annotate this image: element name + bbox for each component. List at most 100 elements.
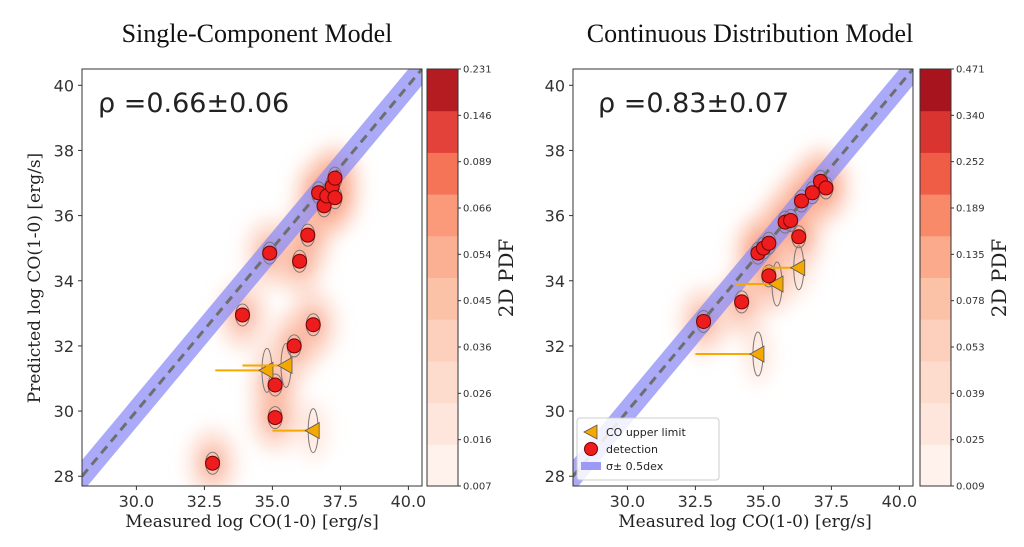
detection-point (305, 317, 321, 333)
colorbar-tick-label: 0.025 (956, 435, 985, 446)
detection-point (205, 455, 221, 471)
x-tick-label: 35.0 (255, 492, 291, 511)
legend-band-swatch (581, 462, 601, 470)
left-plot-frame (81, 68, 423, 487)
detection-point (327, 170, 343, 186)
y-tick-label: 30 (545, 402, 565, 421)
colorbar-segment (920, 194, 951, 237)
detection-point (234, 307, 250, 323)
one-to-one-line (82, 69, 422, 478)
y-tick-label: 40 (545, 76, 565, 95)
legend-detection-marker (584, 442, 598, 456)
colorbar-tick-label: 0.053 (956, 343, 985, 354)
detection-point (696, 313, 712, 329)
y-tick-label: 28 (54, 467, 74, 486)
right-chart-title: Continuous Distribution Model (587, 19, 913, 48)
colorbar-frame (426, 68, 459, 487)
detection-point (267, 410, 283, 426)
detection-point (761, 235, 777, 251)
colorbar-segment (920, 69, 951, 112)
detection-point (300, 227, 316, 243)
left-chart-title: Single-Component Model (122, 19, 393, 48)
colorbar-segment (920, 152, 951, 195)
colorbar-segment (427, 444, 458, 487)
upper-limit-point (736, 275, 784, 293)
left-correlation-annotation: ρ =0.66±0.06 (98, 88, 289, 119)
x-tick-label: 40.0 (882, 492, 918, 511)
y-tick-label: 36 (54, 207, 74, 226)
left-upper-limits (215, 356, 320, 440)
colorbar-tick-label: 0.089 (463, 157, 492, 168)
x-tick-label: 32.5 (678, 492, 714, 511)
upper-limit-marker (304, 421, 320, 440)
colorbar-segment (427, 402, 458, 445)
colorbar-tick-label: 0.054 (463, 250, 492, 261)
detection-point (818, 180, 834, 196)
y-tick-label: 40 (54, 76, 74, 95)
upper-limit-marker (277, 356, 293, 375)
colorbar-tick-label: 0.252 (956, 157, 985, 168)
colorbar-tick-label: 0.231 (463, 65, 492, 76)
left-chart-panel: 30.0 32.5 35.0 37.5 40.0 28 30 32 34 36 38 40 ρ =0.… (25, 65, 518, 533)
right-detections (696, 173, 834, 329)
left-x-axis-label: Measured log CO(1-0) [erg/s] (125, 512, 378, 532)
detection-point (292, 253, 308, 269)
detection-point (327, 190, 343, 206)
y-tick-label: 32 (545, 337, 565, 356)
upper-limit-point (242, 356, 293, 375)
detection-point (267, 377, 283, 393)
colorbar-segment (920, 235, 951, 278)
right-correlation-annotation: ρ =0.83±0.07 (598, 88, 789, 119)
sigma-band (573, 69, 913, 486)
colorbar-segment (920, 277, 951, 320)
upper-limit-marker (749, 345, 765, 363)
x-tick-label: 35.0 (746, 492, 782, 511)
one-to-one-line (573, 69, 913, 478)
colorbar-segment (427, 69, 458, 112)
y-tick-label: 34 (54, 272, 74, 291)
colorbar-segment (920, 402, 951, 445)
y-tick-label: 36 (545, 207, 565, 226)
upper-limit-marker (789, 259, 806, 277)
y-tick-label: 34 (545, 272, 565, 291)
colorbar-segment (427, 194, 458, 237)
colorbar-tick-label: 0.135 (956, 250, 985, 261)
colorbar-segment (427, 319, 458, 362)
colorbar-segment (427, 235, 458, 278)
left-y-axis-label: Predicted log CO(1-0) [erg/s] (25, 153, 45, 403)
right-colorbar-label: 2D PDF (987, 239, 1011, 318)
colorbar-segment (920, 444, 951, 487)
left-colorbar: 0.007 0.016 0.026 0.036 0.045 0.054 0.066 0.089… (426, 65, 492, 493)
colorbar-segment (427, 360, 458, 404)
colorbar-tick-label: 0.078 (956, 296, 985, 307)
upper-limit-point (763, 259, 806, 277)
left-detections (205, 170, 343, 471)
right-colorbar: 0.009 0.025 0.039 0.053 0.078 0.135 0.189 0.252… (919, 65, 985, 493)
detection-point (262, 245, 278, 261)
colorbar-segment (920, 110, 951, 153)
colorbar-tick-label: 0.016 (463, 435, 492, 446)
right-sigma-band (573, 69, 913, 486)
colorbar-tick-label: 0.026 (463, 389, 492, 400)
colorbar-tick-label: 0.036 (463, 343, 492, 354)
y-tick-label: 38 (54, 141, 74, 160)
legend-upper-limit-label: CO upper limit (606, 426, 686, 439)
colorbar-segment (427, 152, 458, 195)
upper-limit-point (272, 421, 320, 440)
legend-detection-label: detection (606, 443, 658, 456)
left-colorbar-label: 2D PDF (494, 239, 518, 318)
left-axis-ticks: 30.0 32.5 35.0 37.5 40.0 28 30 32 34 36 38 40 (54, 76, 427, 511)
right-upper-limits (695, 259, 806, 363)
colorbar-tick-label: 0.340 (956, 111, 985, 122)
colorbar-tick-label: 0.471 (956, 65, 985, 76)
colorbar-tick-label: 0.189 (956, 204, 985, 215)
upper-limit-point (695, 345, 765, 363)
legend-band-label: σ± 0.5dex (606, 460, 664, 473)
legend-box (576, 417, 720, 481)
x-tick-label: 40.0 (391, 492, 427, 511)
colorbar-tick-label: 0.146 (463, 111, 492, 122)
right-axis-ticks: 30.0 32.5 35.0 37.5 40.0 28 30 32 34 36 38 40 (545, 76, 918, 511)
y-tick-label: 38 (545, 141, 565, 160)
